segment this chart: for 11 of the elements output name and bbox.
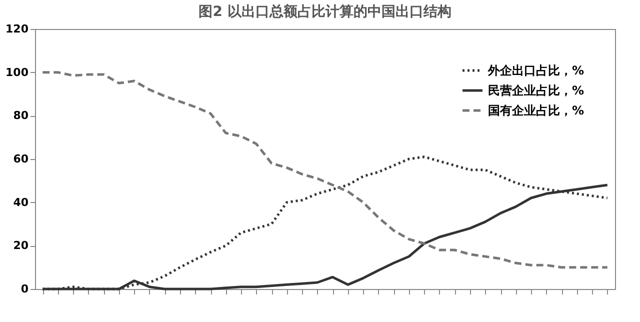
y-tick-label: 20 xyxy=(13,239,29,252)
y-tick-label: 40 xyxy=(13,196,29,209)
legend-label: 国有企业占比，% xyxy=(488,104,584,118)
y-tick-label: 0 xyxy=(20,282,29,296)
legend-label: 民营企业占比，% xyxy=(488,84,584,98)
y-tick-label: 120 xyxy=(6,22,29,36)
y-tick-label: 100 xyxy=(6,66,29,79)
legend-label: 外企出口占比，% xyxy=(487,64,584,78)
y-tick-label: 60 xyxy=(13,152,29,166)
chart-title: 图2 以出口总额占比计算的中国出口结构 xyxy=(198,3,452,20)
y-tick-label: 80 xyxy=(13,109,29,122)
